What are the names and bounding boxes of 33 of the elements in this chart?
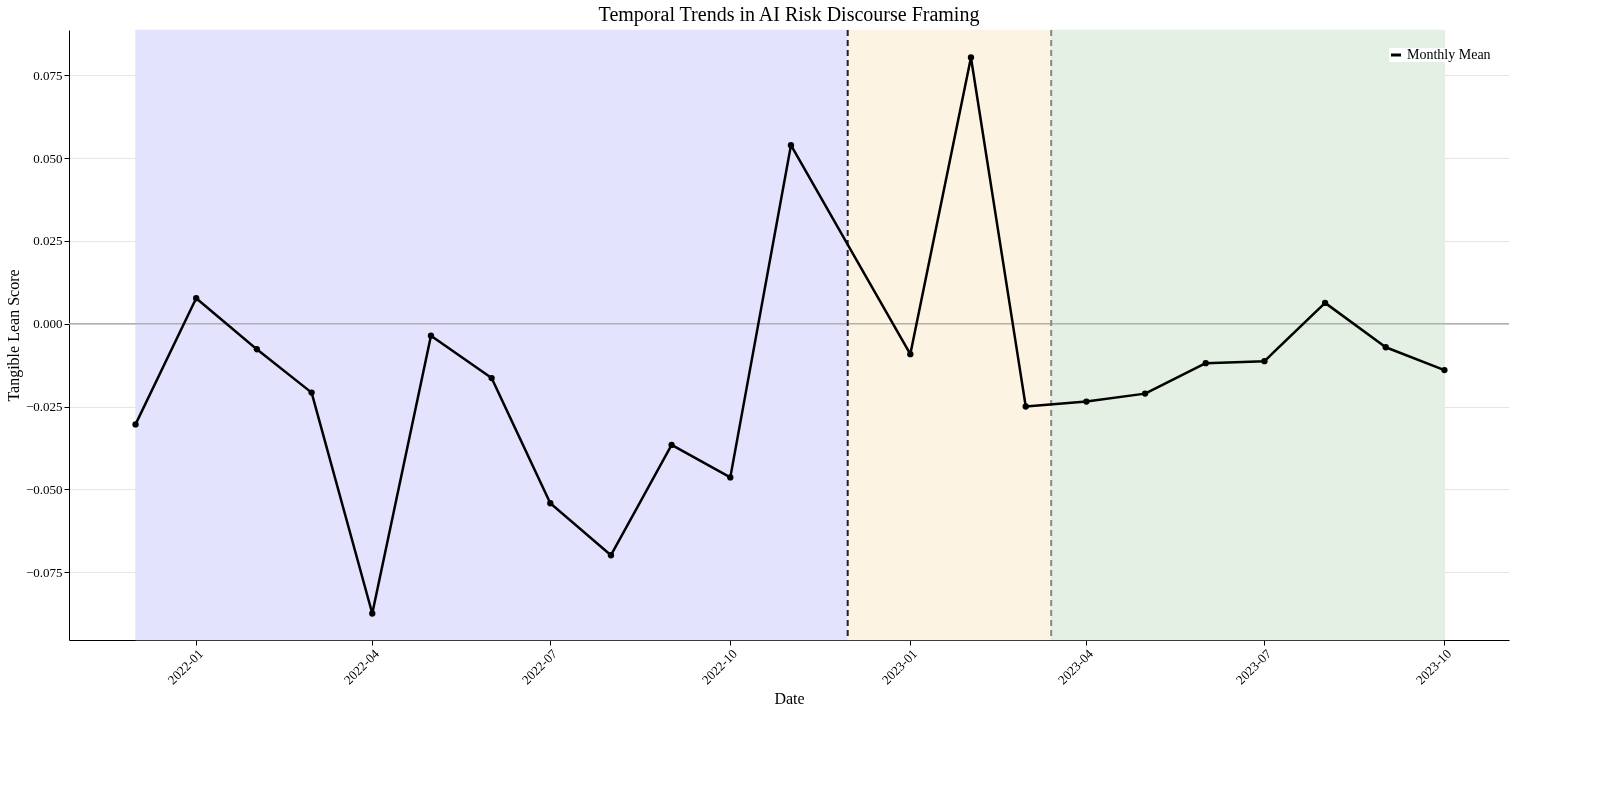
point [132, 421, 139, 428]
point [427, 332, 435, 339]
point [308, 389, 315, 396]
y-tick-label: 0.075 [33, 67, 63, 83]
point [787, 142, 795, 149]
y-axis-title: Tangible Lean Score [4, 269, 23, 402]
y-tick-label: −0.050 [25, 481, 63, 497]
point [1261, 358, 1268, 365]
point [1202, 359, 1209, 367]
y-tick-label: −0.075 [25, 564, 63, 580]
legend-label: Monthly Mean [1407, 47, 1491, 62]
point [1382, 344, 1389, 351]
y-tick-label: 0.050 [33, 150, 63, 166]
point [369, 610, 376, 617]
y-tick-label: 0.000 [33, 316, 63, 332]
point [1321, 299, 1329, 307]
point [253, 346, 260, 353]
point [668, 441, 675, 449]
point [193, 295, 200, 302]
point [1083, 398, 1090, 405]
chart-title: Temporal Trends in AI Risk Discourse Framing [598, 3, 980, 26]
point [967, 54, 975, 61]
point [607, 552, 615, 559]
y-tick-label: −0.025 [25, 399, 63, 415]
point [1441, 366, 1448, 374]
x-axis-title: Date [774, 690, 805, 708]
point [727, 474, 734, 481]
point [488, 374, 495, 382]
y-tick-label: 0.025 [33, 233, 63, 249]
point [1141, 390, 1149, 397]
point [1022, 403, 1029, 410]
point [907, 351, 914, 358]
point [547, 500, 554, 507]
